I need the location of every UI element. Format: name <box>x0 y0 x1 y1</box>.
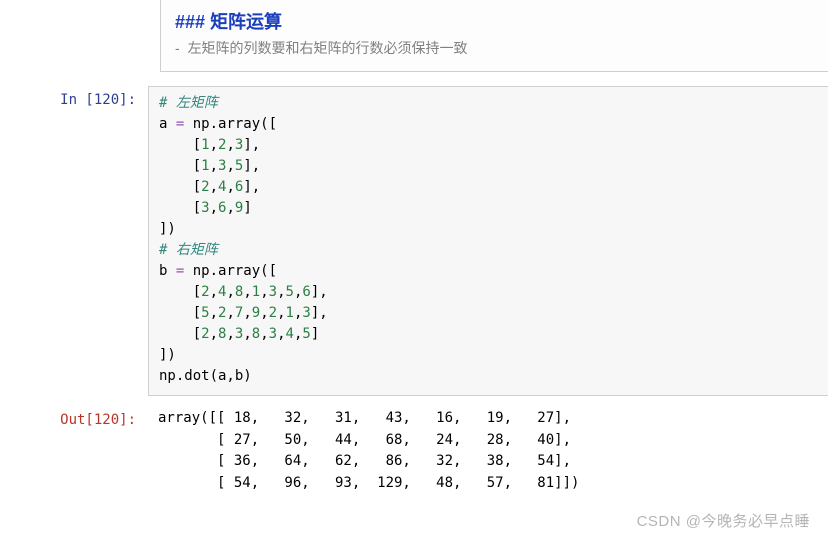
bullet-text: 左矩阵的列数要和右矩阵的行数必须保持一致 <box>188 40 468 56</box>
output-area: array([[ 18, 32, 31, 43, 16, 19, 27], [ … <box>148 406 828 495</box>
code-content: # 左矩阵 a = np.array([ [1,2,3], [1,3,5], [… <box>159 93 818 387</box>
bullet-dash: - <box>175 40 180 56</box>
markdown-heading: ### 矩阵运算 <box>175 8 814 34</box>
heading-text: 矩阵运算 <box>210 12 282 32</box>
watermark-text: CSDN @今晚务必早点睡 <box>637 510 810 531</box>
output-cell: Out[120]: array([[ 18, 32, 31, 43, 16, 1… <box>0 406 828 495</box>
input-cell: In [120]: # 左矩阵 a = np.array([ [1,2,3], … <box>0 86 828 396</box>
output-prompt: Out[120]: <box>0 406 148 428</box>
code-box: # 左矩阵 a = np.array([ [1,2,3], [1,3,5], [… <box>148 86 828 396</box>
markdown-cell: ### 矩阵运算 - 左矩阵的列数要和右矩阵的行数必须保持一致 <box>160 0 828 72</box>
code-area: # 左矩阵 a = np.array([ [1,2,3], [1,3,5], [… <box>148 86 828 396</box>
heading-prefix: ### <box>175 12 205 32</box>
input-prompt: In [120]: <box>0 86 148 108</box>
output-content: array([[ 18, 32, 31, 43, 16, 19, 27], [ … <box>148 406 828 495</box>
markdown-bullet: - 左矩阵的列数要和右矩阵的行数必须保持一致 <box>175 38 814 59</box>
